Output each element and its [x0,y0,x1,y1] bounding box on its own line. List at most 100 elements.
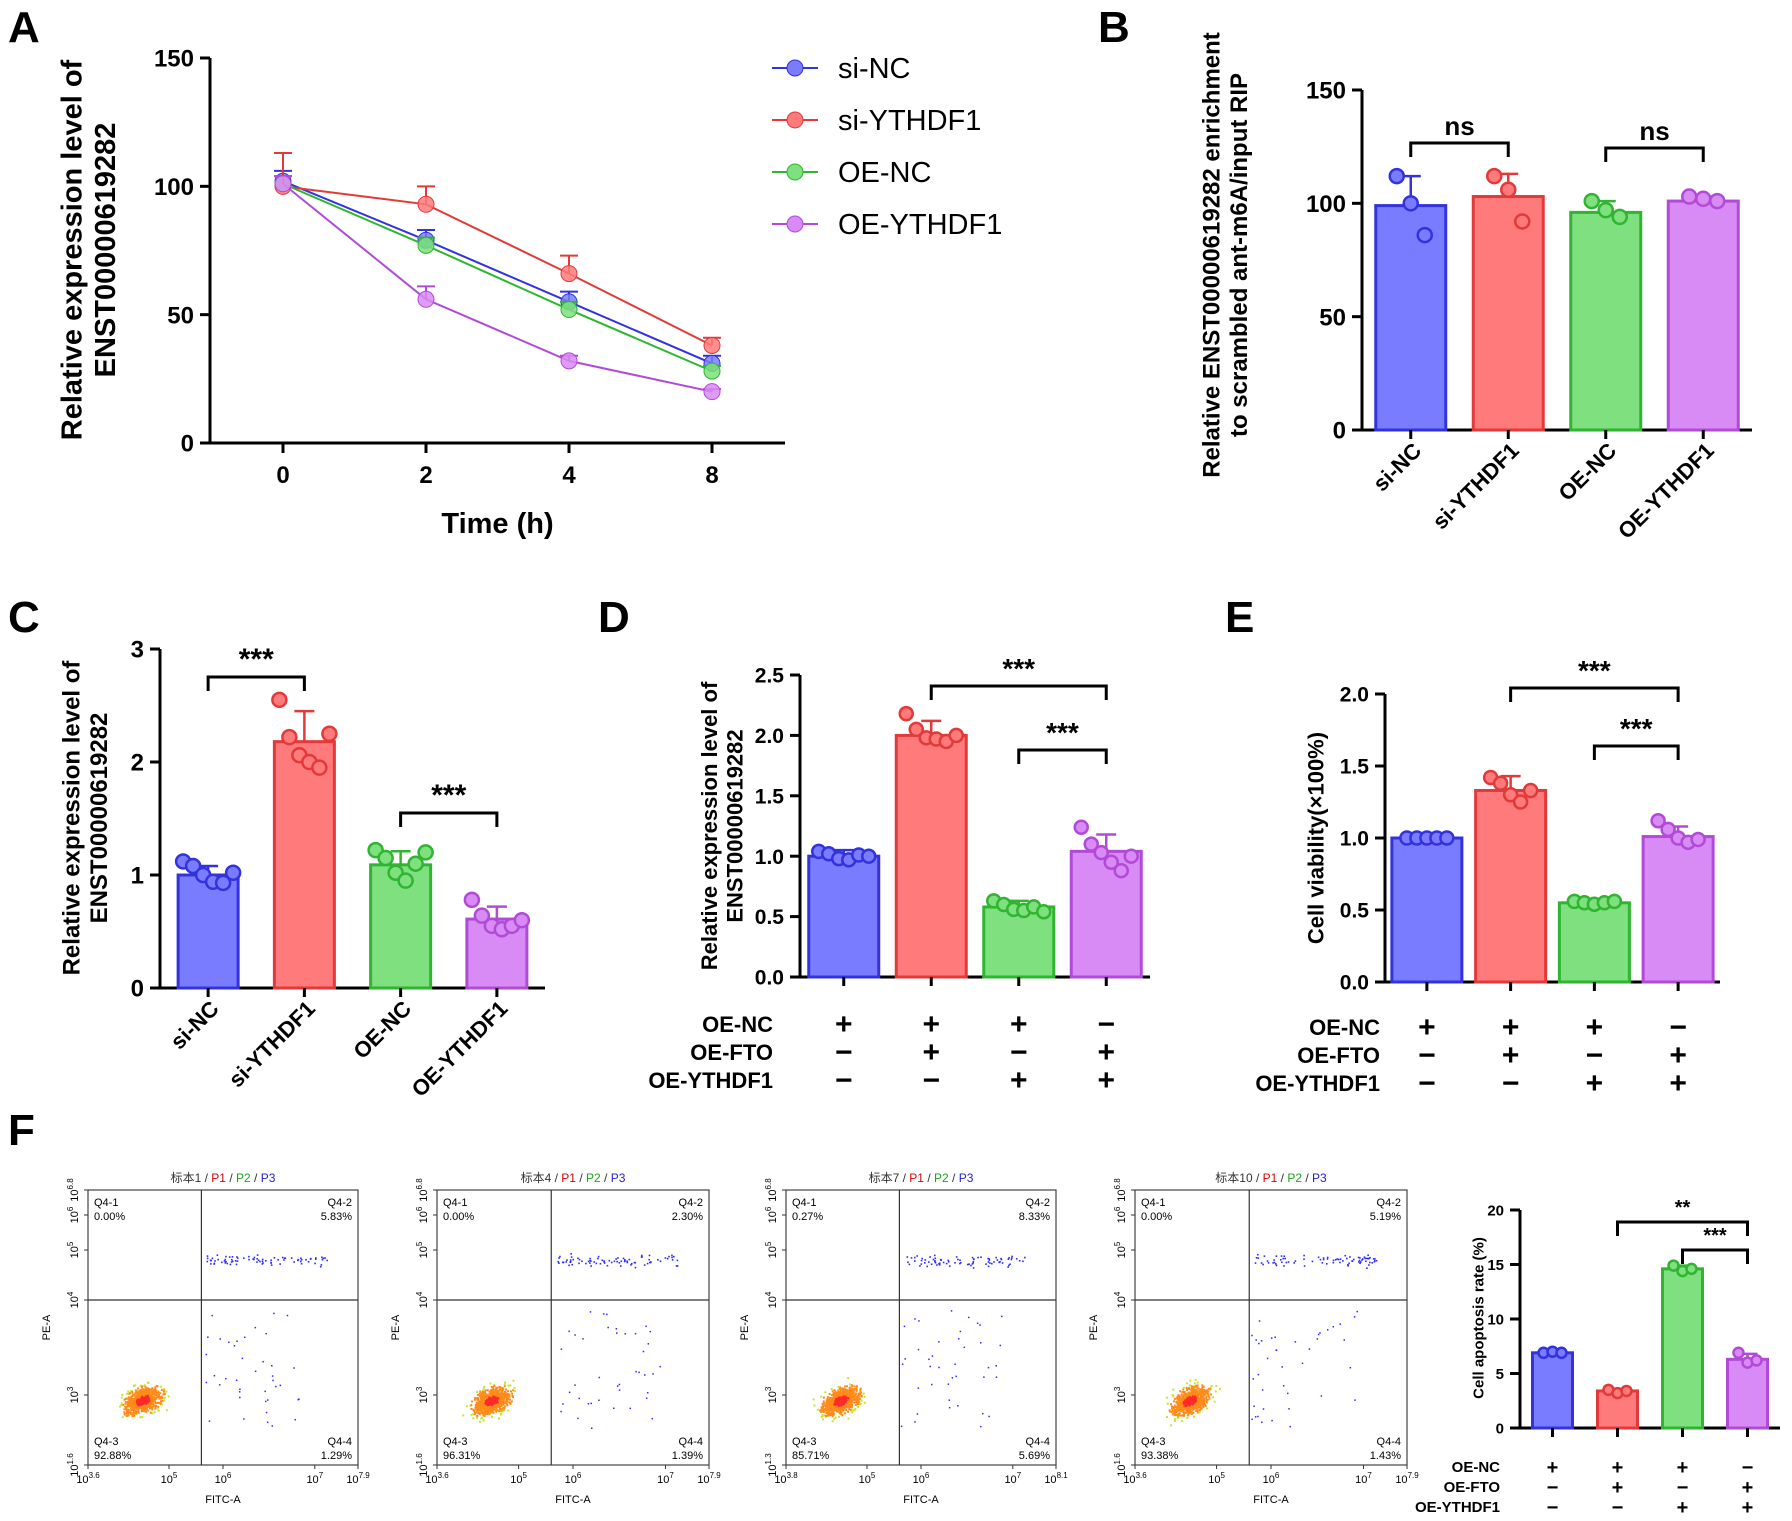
flow-event-dot [820,1408,823,1411]
flow-event-dot [917,1348,920,1351]
flow-event-dot [859,1387,862,1390]
flow-event-dot [835,1398,838,1401]
flow-event-dot [1190,1396,1193,1399]
x-tick-label-a: 4 [562,462,576,489]
flow-event-dot [501,1398,504,1401]
flow-event-dot [1179,1390,1182,1393]
condition-sign-D: + [922,1036,940,1069]
flow-event-dot [485,1399,488,1402]
flow-event-dot [243,1336,246,1339]
flow-event-dot [490,1403,493,1406]
flow-event-dot [1255,1339,1257,1341]
flow-y-tick-text: 103 [764,1386,779,1403]
flow-event-dot [569,1259,572,1261]
flow-event-dot [1272,1262,1274,1264]
flow-event-dot [265,1260,267,1262]
flow-event-dot [839,1389,842,1392]
flow-event-dot [1173,1418,1176,1421]
flow-event-dot [144,1387,147,1390]
flow-event-dot [638,1371,640,1374]
flow-event-dot [494,1397,497,1400]
flow-event-dot [503,1407,506,1410]
flow-event-dot [1186,1410,1189,1413]
condition-sign-E: + [1502,1039,1520,1072]
flow-event-dot [1359,1262,1361,1265]
flow-event-dot [131,1413,134,1416]
flow-event-dot [161,1399,164,1402]
flow-event-dot [972,1262,974,1264]
flow-event-dot [1172,1400,1175,1403]
y-tick-label-F: 15 [1487,1257,1504,1274]
flow-event-dot [129,1411,132,1414]
flow-event-dot [139,1389,142,1392]
flow-event-dot [321,1258,324,1261]
flow-event-dot [837,1400,840,1403]
flow-event-dot [1184,1403,1187,1406]
flow-event-dot [145,1403,148,1406]
x-tick-label-C: OE-NC [348,996,416,1064]
flow-event-dot [261,1260,264,1263]
flow-event-dot [1183,1400,1186,1403]
y-tick-label-B: 0 [1333,418,1346,445]
flow-event-dot [855,1389,858,1392]
flow-event-dot [493,1384,496,1387]
flow-event-dot [482,1399,485,1402]
flow-event-dot [157,1395,160,1398]
flow-event-dot [1182,1396,1185,1399]
flow-event-dot [503,1390,506,1393]
flow-event-dot [495,1390,498,1393]
flow-event-dot [161,1396,164,1399]
flow-event-dot [504,1394,507,1397]
flow-event-dot [136,1395,139,1398]
flow-y-tick-label: 104 [764,1291,779,1308]
flow-event-dot [136,1392,139,1395]
flow-event-dot [478,1408,481,1411]
flow-event-dot [283,1259,285,1261]
flow-event-dot [131,1393,134,1396]
flow-event-dot [120,1396,123,1399]
flow-event-dot [216,1254,219,1256]
y-axis-title-line: Relative ENST00000619282 enrichment [1199,32,1226,478]
flow-event-dot [501,1387,504,1390]
flow-event-dot [989,1262,991,1264]
flow-event-dot [1194,1378,1197,1381]
flow-event-dot [929,1365,932,1368]
flow-event-dot [1254,1262,1257,1264]
flow-event-dot [844,1401,847,1404]
flow-event-dot [940,1259,942,1261]
flow-event-dot [224,1260,227,1263]
flow-event-dot [493,1403,496,1406]
flow-event-dot [161,1403,164,1406]
flow-event-dot [272,1379,274,1382]
flow-event-dot [1189,1405,1192,1408]
flow-event-dot [1022,1260,1024,1263]
flow-event-dot [157,1409,160,1412]
data-point-E [1502,787,1519,803]
flow-event-dot [1205,1399,1208,1402]
flow-event-dot [558,1257,560,1259]
flow-y-tick-label: 103 [66,1386,81,1403]
flow-event-dot [488,1399,491,1402]
flow-event-dot [496,1406,499,1409]
flow-event-dot [853,1409,856,1412]
flow-event-dot [300,1258,303,1261]
flow-event-dot [149,1398,152,1401]
data-point-D [1083,836,1099,852]
flow-event-dot [140,1393,143,1396]
data-point-B [1416,226,1433,244]
flow-event-dot [1275,1349,1277,1351]
y-tick-label-D: 0.0 [755,967,784,990]
flow-event-dot [950,1310,953,1312]
flow-event-dot [833,1394,836,1397]
flow-event-dot [1197,1403,1200,1406]
flow-event-dot [148,1389,151,1392]
flow-event-dot [257,1259,260,1262]
flow-event-dot [254,1326,257,1329]
flow-event-dot [1339,1261,1341,1264]
y-axis-title-line: ENST00000619282 [722,729,747,922]
flow-event-dot [129,1397,132,1400]
flow-event-dot [616,1260,618,1263]
condition-sign-F: + [1742,1497,1754,1519]
flow-event-dot [1199,1394,1202,1397]
